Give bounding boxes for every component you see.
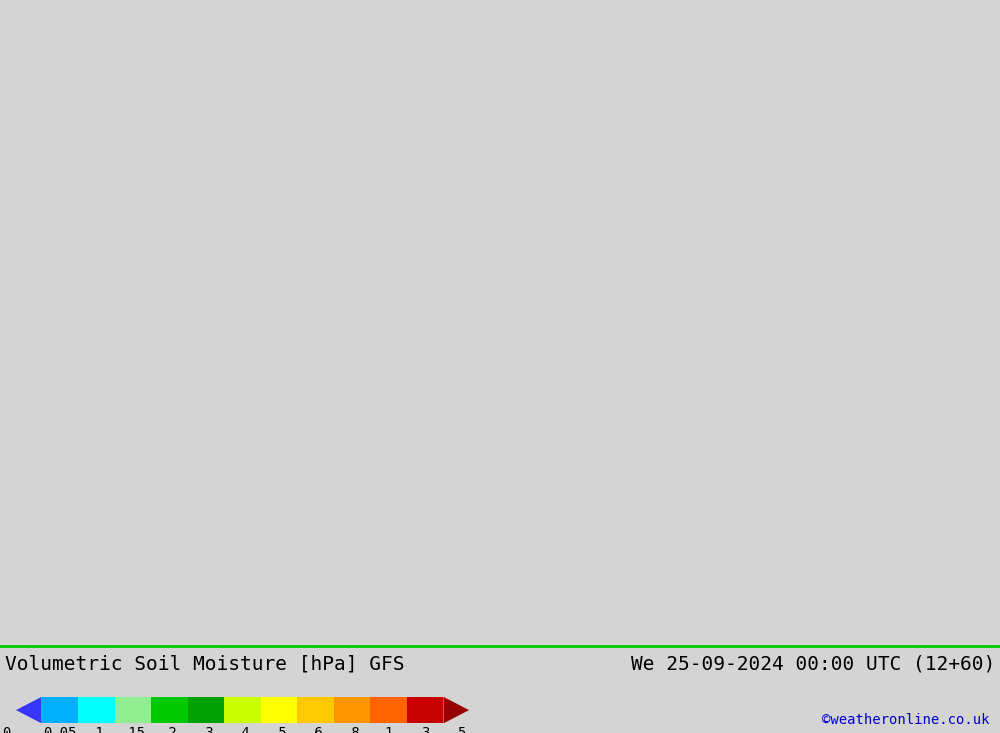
Text: .3: .3	[198, 726, 214, 733]
Text: 5: 5	[458, 726, 466, 733]
Text: We 25-09-2024 00:00 UTC (12+60): We 25-09-2024 00:00 UTC (12+60)	[631, 655, 995, 674]
Bar	[78, 697, 115, 723]
Text: ©weatheronline.co.uk: ©weatheronline.co.uk	[822, 713, 990, 727]
Bar	[334, 697, 370, 723]
Text: 1: 1	[384, 726, 393, 733]
Bar	[151, 697, 188, 723]
Bar	[224, 697, 261, 723]
Text: .15: .15	[120, 726, 145, 733]
Text: .5: .5	[271, 726, 287, 733]
Bar	[261, 697, 297, 723]
Bar	[407, 697, 443, 723]
Bar	[297, 697, 334, 723]
Polygon shape	[16, 697, 42, 723]
Text: 0: 0	[2, 726, 10, 733]
Text: .6: .6	[307, 726, 324, 733]
Text: Volumetric Soil Moisture [hPa] GFS: Volumetric Soil Moisture [hPa] GFS	[5, 655, 404, 674]
Text: 0.05: 0.05	[43, 726, 77, 733]
Text: .4: .4	[234, 726, 251, 733]
Text: .1: .1	[88, 726, 105, 733]
Polygon shape	[443, 697, 469, 723]
Bar	[370, 697, 407, 723]
Text: .2: .2	[161, 726, 178, 733]
Bar	[42, 697, 78, 723]
Text: 3: 3	[421, 726, 429, 733]
Text: .8: .8	[344, 726, 360, 733]
Bar	[115, 697, 151, 723]
Bar	[188, 697, 224, 723]
